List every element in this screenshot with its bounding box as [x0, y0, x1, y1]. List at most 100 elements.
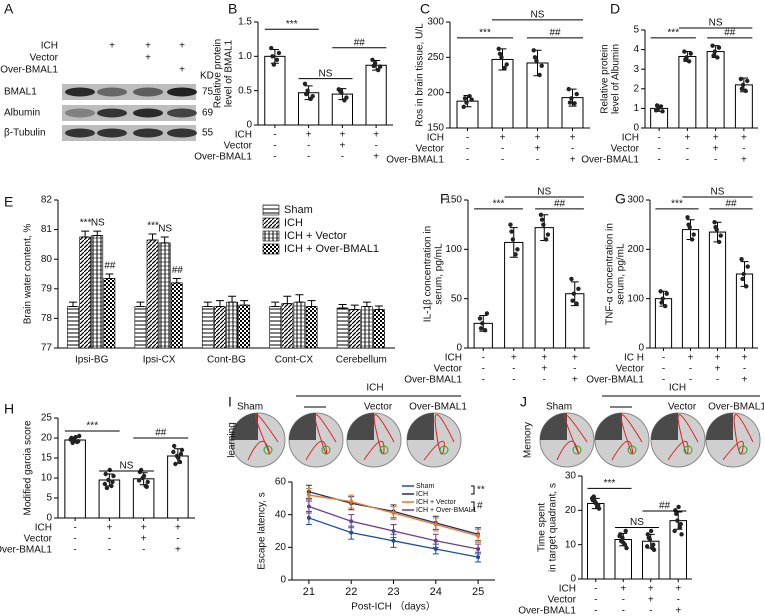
panel-label: C [420, 1, 430, 17]
data-point [461, 104, 466, 110]
condition-label: ICH [41, 41, 58, 52]
significance-label: ## [659, 501, 671, 512]
condition-sign: + [535, 133, 541, 144]
data-point [269, 45, 274, 51]
condition-sign: - [686, 155, 689, 166]
band-name: β-Tubulin [4, 128, 46, 139]
maze-label: Over-BMAL1 [409, 402, 467, 413]
significance-label: *** [286, 19, 298, 30]
data-point [107, 467, 112, 473]
condition-label: ICH [445, 353, 462, 364]
panel-label: J [520, 394, 527, 410]
condition-label: Over-BMAL1 [586, 375, 644, 386]
significance-label: ## [724, 27, 736, 38]
condition-sign: - [142, 545, 145, 556]
legend-label: ICH [284, 217, 303, 229]
error-bar [69, 301, 78, 308]
condition-label: ICH [235, 130, 252, 141]
data-point [716, 45, 722, 50]
condition-sign: + [620, 584, 626, 595]
bar [305, 306, 318, 349]
condition-sign: + [742, 353, 748, 364]
y-tick-label: 2 [633, 83, 639, 94]
data-point [337, 88, 343, 93]
data-point [679, 532, 684, 537]
significance-label: *** [80, 218, 92, 229]
data-point [621, 540, 626, 546]
band-kd: 75 [202, 87, 214, 98]
error-bar [509, 227, 518, 258]
data-point [467, 94, 472, 99]
error-bar [203, 301, 212, 308]
maze-platform [321, 445, 331, 455]
condition-sign: - [649, 606, 652, 616]
data-point [545, 232, 551, 237]
data-point [482, 328, 488, 333]
data-point [745, 264, 750, 269]
maze-group-label: ICH [366, 383, 383, 394]
blot-band [97, 128, 127, 138]
condition-sign: - [176, 534, 179, 545]
significance-label: *** [604, 478, 616, 489]
significance-label: ** [477, 485, 485, 496]
condition-sign: - [466, 144, 469, 155]
legend-label: Sham [284, 204, 313, 216]
y-axis-label: TNF-α concentration in [605, 223, 616, 325]
condition-sign: - [501, 155, 504, 166]
data-point [741, 271, 746, 277]
data-point [303, 91, 309, 97]
bar [134, 306, 147, 349]
data-point [509, 229, 514, 234]
data-point [739, 257, 744, 262]
condition-sign: + [306, 130, 312, 141]
condition-sign: - [273, 141, 276, 152]
data-point [104, 485, 110, 491]
significance-label: NS [531, 10, 545, 21]
bar [64, 439, 86, 519]
maze-label: Vector [364, 402, 393, 413]
condition-sign: + [145, 41, 151, 52]
panel-label: E [4, 194, 13, 210]
condition-sign: - [482, 364, 485, 375]
line-marker [476, 555, 481, 560]
y-axis-label: Ros in brain tissue, U/L [415, 23, 426, 127]
significance-label: ## [104, 261, 116, 272]
maze-quadrant [706, 413, 733, 440]
data-point [480, 321, 485, 326]
condition-label: Vector [30, 53, 59, 64]
data-point [543, 237, 549, 242]
data-point [662, 303, 668, 309]
condition-label: Over-BMAL1 [386, 155, 444, 166]
y-tick-label: 20 [565, 505, 577, 516]
legend-label: ICH + Vector [284, 230, 347, 242]
error-bar [105, 273, 114, 279]
condition-sign: + [675, 584, 681, 595]
condition-sign: - [573, 364, 576, 375]
bar [158, 242, 171, 349]
data-point [740, 276, 745, 282]
legend-label: ICH [416, 491, 428, 498]
significance-label: NS [91, 218, 105, 229]
condition-label: Over-BMAL1 [0, 545, 52, 556]
row-label: learning [227, 422, 238, 458]
y-axis-label: level of Albumin [611, 44, 622, 114]
panel-label: B [228, 1, 237, 17]
y-tick-label: 81 [41, 224, 53, 235]
condition-sign: + [570, 133, 576, 144]
data-point [77, 433, 82, 439]
condition-sign: + [648, 584, 654, 595]
data-point [712, 220, 717, 225]
maze-label: Vector [668, 402, 697, 413]
condition-sign: + [175, 523, 181, 534]
y-tick-label: 100 [445, 244, 462, 255]
condition-sign: - [686, 144, 689, 155]
significance-label: NS [711, 187, 725, 198]
data-point [274, 57, 280, 62]
condition-sign: - [73, 523, 76, 534]
data-point [539, 217, 545, 222]
condition-sign: - [622, 595, 625, 606]
line-marker [391, 511, 396, 516]
x-axis-label: Post-ICH （days） [351, 601, 435, 613]
condition-sign: - [689, 364, 692, 375]
panel-label: F [440, 191, 449, 207]
